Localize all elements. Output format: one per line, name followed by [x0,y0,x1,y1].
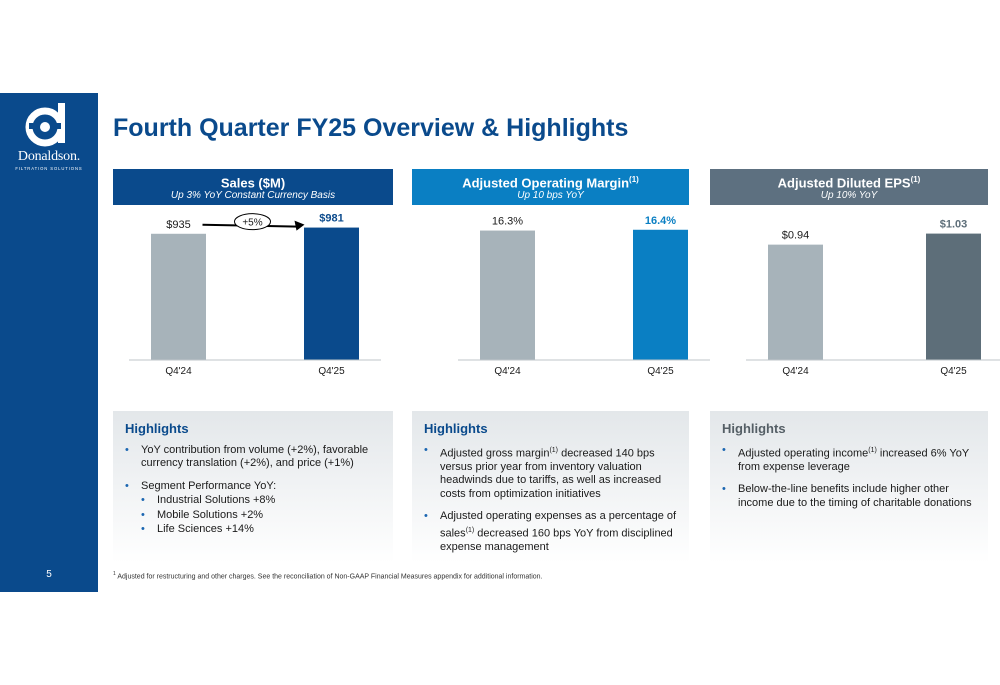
highlight-bullet: Adjusted operating income(1) increased 6… [722,444,978,474]
growth-callout [234,213,271,231]
growth-annotation: +5% [242,218,262,229]
tick-label: Q4'25 [647,366,674,377]
sales-chart: $935 Q4'24 $981 Q4'25 +5% [113,210,393,405]
panel-title: Adjusted Diluted EPS(1) [777,175,921,191]
highlights-list: Adjusted gross margin(1) decreased 140 b… [424,444,679,554]
data-label: $0.94 [782,230,810,242]
data-label: $935 [166,219,190,231]
data-label: 16.4% [645,215,676,227]
eps-chart: $0.94 Q4'24 $1.03 Q4'25 [710,210,1000,405]
highlights-list: Adjusted operating income(1) increased 6… [722,444,978,510]
logo-tagline: FILTRATION SOLUTIONS [15,166,83,171]
panel-title: Sales ($M) [220,175,286,191]
highlights-title: Highlights [424,421,488,436]
highlight-bullet: Below-the-line benefits include higher o… [722,483,978,510]
highlight-bullet: Adjusted gross margin(1) decreased 140 b… [424,444,679,501]
panel-subtitle: Up 3% YoY Constant Currency Basis [170,190,336,202]
donaldson-logo-icon [25,103,65,147]
highlights-sales: Highlights YoY contribution from volume … [113,411,393,563]
highlight-bullet: YoY contribution from volume (+2%), favo… [125,444,383,471]
sales-chart-svg: $935 Q4'24 $981 Q4'25 +5% [129,213,381,377]
segment-item: Life Sciences +14% [141,523,383,537]
panel-title: Adjusted Operating Margin(1) [462,175,639,191]
highlights-list: YoY contribution from volume (+2%), favo… [125,444,383,537]
panel-header-sales: Sales ($M) Up 3% YoY Constant Currency B… [113,169,393,205]
segment-item: Mobile Solutions +2% [141,509,383,523]
data-label: $981 [319,213,343,225]
donaldson-logo: Donaldson. FILTRATION SOLUTIONS [8,101,90,181]
bar-Q424 [480,230,535,360]
highlights-operating-margin: Highlights Adjusted gross margin(1) decr… [412,411,689,563]
highlights-eps: Highlights Adjusted operating income(1) … [710,411,988,563]
segment-item: Industrial Solutions +8% [141,494,383,508]
segment-list: Industrial Solutions +8% Mobile Solution… [141,494,383,537]
panel-subtitle: Up 10 bps YoY [517,190,584,202]
data-label: $1.03 [940,219,968,231]
panel-header-eps: Adjusted Diluted EPS(1) Up 10% YoY [710,169,988,205]
tick-label: Q4'25 [940,366,967,377]
tick-label: Q4'25 [318,366,345,377]
logo-name: Donaldson. [17,149,81,164]
bar-Q424 [768,244,823,360]
sidebar: Donaldson. FILTRATION SOLUTIONS 5 [0,93,98,592]
operating-margin-chart: 16.3% Q4'24 16.4% Q4'25 [412,210,710,405]
operating-margin-chart-svg: 16.3% Q4'24 16.4% Q4'25 [458,215,710,377]
tick-label: Q4'24 [165,366,192,377]
panel-subtitle: Up 10% YoY [820,190,878,202]
tick-label: Q4'24 [494,366,521,377]
page-title: Fourth Quarter FY25 Overview & Highlight… [113,114,629,142]
highlight-bullet: Adjusted operating expenses as a percent… [424,510,679,554]
bar-Q425 [926,233,981,360]
highlight-bullet: Segment Performance YoY: Industrial Solu… [125,480,383,537]
data-label: 16.3% [492,216,523,228]
page-number: 5 [46,569,52,580]
footnote: 1 Adjusted for restructuring and other c… [113,571,543,581]
highlights-title: Highlights [722,421,786,436]
highlights-title: Highlights [125,421,189,436]
eps-chart-svg: $0.94 Q4'24 $1.03 Q4'25 [746,219,1000,377]
tick-label: Q4'24 [782,366,809,377]
panel-header-operating-margin: Adjusted Operating Margin(1) Up 10 bps Y… [412,169,689,205]
bar-Q425 [304,227,359,360]
bar-Q424 [151,233,206,360]
growth-arrow-head-icon [294,220,305,231]
bar-Q425 [633,229,688,360]
